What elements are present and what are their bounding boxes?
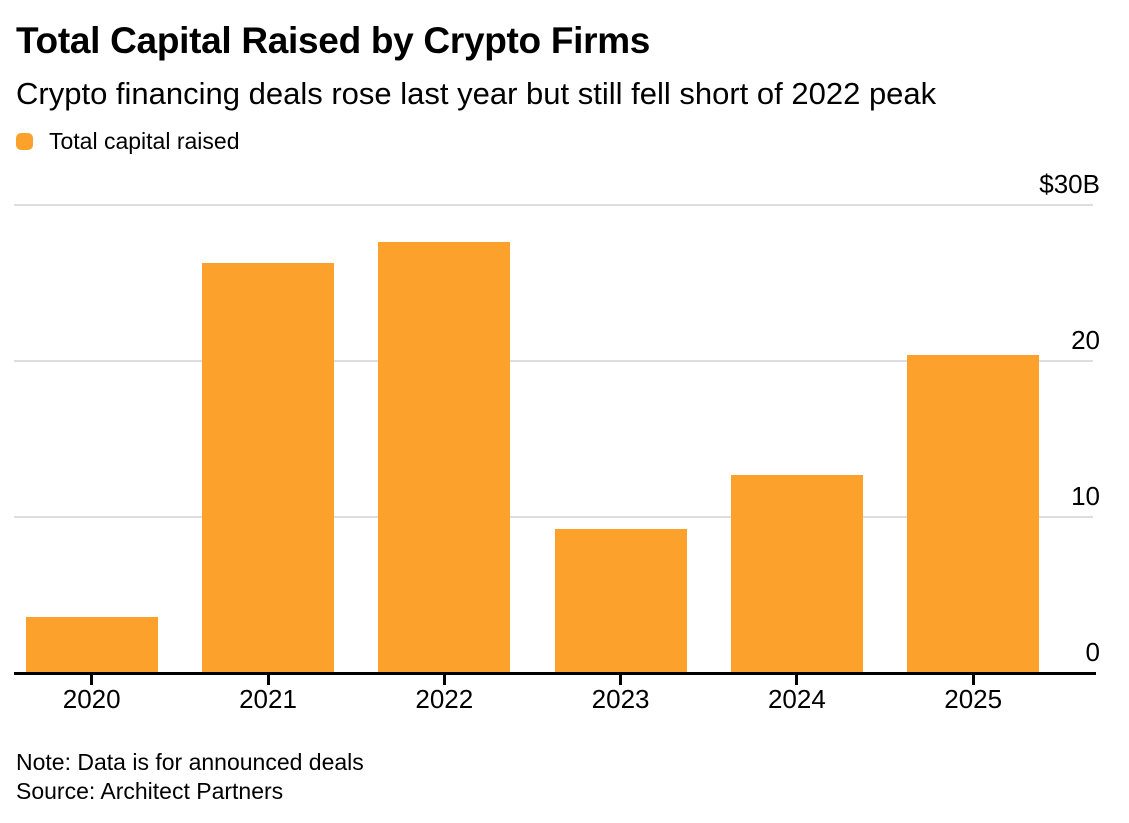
x-axis-tick <box>795 675 799 685</box>
y-axis-label: 10 <box>1071 481 1100 511</box>
gridline <box>14 516 1093 518</box>
chart-title: Total Capital Raised by Crypto Firms <box>16 20 651 61</box>
footnote: Note: Data is for announced deals Source… <box>16 748 364 806</box>
x-axis-tick <box>266 675 270 685</box>
x-axis-tick <box>971 675 975 685</box>
note-line: Note: Data is for announced deals <box>16 749 364 775</box>
legend-label: Total capital raised <box>49 127 240 154</box>
bar-2020 <box>25 616 158 673</box>
y-axis-label: $30B <box>1039 169 1100 199</box>
bar-2021 <box>202 262 334 673</box>
bar-2023 <box>554 529 687 673</box>
x-axis-label: 2023 <box>591 684 650 714</box>
bar-2022 <box>378 242 511 673</box>
chart-subtitle: Crypto financing deals rose last year bu… <box>16 76 937 111</box>
legend: Total capital raised <box>16 127 240 154</box>
gridline <box>14 360 1093 362</box>
x-axis-tick <box>90 675 94 685</box>
x-axis-label: 2025 <box>944 684 1003 714</box>
x-axis-tick <box>442 675 446 685</box>
bar-2025 <box>907 354 1040 673</box>
bar-2024 <box>730 474 863 673</box>
y-axis-label: 0 <box>1085 637 1100 667</box>
x-axis-label: 2022 <box>415 684 474 714</box>
x-axis-label: 2024 <box>767 684 826 714</box>
legend-swatch <box>16 132 33 150</box>
y-axis-label: 20 <box>1071 325 1100 355</box>
x-axis-baseline <box>14 672 1096 675</box>
x-axis-tick <box>619 675 623 685</box>
source-line: Source: Architect Partners <box>16 778 284 804</box>
gridline <box>14 204 1093 206</box>
x-axis-label: 2021 <box>239 684 297 714</box>
x-axis-label: 2020 <box>62 684 121 714</box>
